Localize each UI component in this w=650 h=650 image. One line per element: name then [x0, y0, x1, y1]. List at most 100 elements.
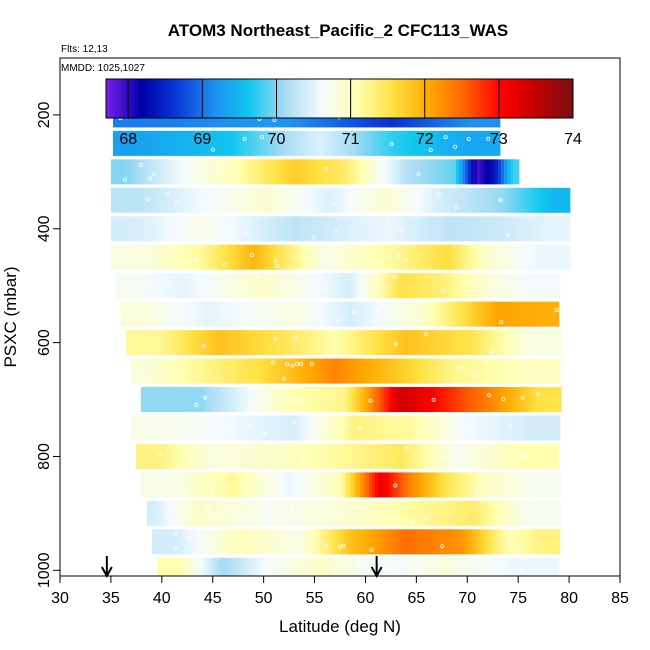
heatmap-cell — [174, 500, 178, 526]
heatmap-cell — [397, 557, 401, 576]
heatmap-cell — [555, 187, 559, 213]
heatmap-cell — [503, 415, 507, 441]
heatmap-cell — [182, 415, 186, 441]
heatmap-cell — [504, 330, 508, 356]
heatmap-cell — [465, 159, 469, 185]
heatmap-cell — [314, 529, 318, 555]
heatmap-cell — [216, 187, 220, 213]
heatmap-cell — [224, 358, 228, 384]
heatmap-cell — [434, 358, 438, 384]
heatmap-cell — [243, 387, 247, 413]
heatmap-cell — [557, 273, 561, 299]
heatmap-cell — [482, 273, 486, 299]
heatmap-cell — [310, 443, 314, 469]
heatmap-cell — [261, 187, 265, 213]
heatmap-cell — [235, 443, 239, 469]
heatmap-cell — [273, 187, 277, 213]
heatmap-cell — [296, 273, 300, 299]
heatmap-cell — [466, 443, 470, 469]
heatmap-cell — [437, 358, 441, 384]
heatmap-cell — [182, 358, 186, 384]
heatmap-cell — [517, 301, 521, 327]
heatmap-cell — [420, 330, 424, 356]
heatmap-cell — [419, 273, 423, 299]
heatmap-cell — [221, 273, 225, 299]
heatmap-cell — [461, 529, 465, 555]
heatmap-cell — [239, 130, 243, 156]
heatmap-cell — [350, 358, 354, 384]
heatmap-cell — [440, 273, 444, 299]
heatmap-cell — [212, 529, 216, 555]
heatmap-cell — [390, 216, 394, 242]
heatmap-cell — [138, 216, 142, 242]
heatmap-cell — [203, 273, 207, 299]
heatmap-cell — [169, 301, 173, 327]
heatmap-cell — [416, 273, 420, 299]
heatmap-cell — [488, 529, 492, 555]
heatmap-cell — [474, 330, 478, 356]
heatmap-cell — [447, 216, 451, 242]
heatmap-cell — [459, 216, 463, 242]
heatmap-cell — [483, 159, 487, 185]
heatmap-cell — [527, 358, 531, 384]
dates-text: MMDD: 1025,1027 — [61, 63, 145, 74]
heatmap-cell — [270, 187, 274, 213]
heatmap-cell — [143, 415, 147, 441]
heatmap-cell — [332, 130, 336, 156]
x-tick-label: 50 — [255, 590, 273, 607]
heatmap-cell — [246, 216, 250, 242]
sample-marker — [290, 363, 295, 368]
heatmap-cell — [282, 216, 286, 242]
heatmap-cell — [253, 301, 257, 327]
heatmap-cell — [342, 159, 346, 185]
heatmap-cell — [285, 187, 289, 213]
heatmap-cell — [309, 330, 313, 356]
heatmap-cell — [185, 358, 189, 384]
heatmap-cell — [363, 387, 367, 413]
heatmap-cell — [375, 159, 379, 185]
heatmap-cell — [171, 387, 175, 413]
heatmap-cell — [251, 415, 255, 441]
heatmap-cell — [537, 500, 541, 526]
heatmap-cell — [366, 159, 370, 185]
heatmap-cell — [519, 387, 523, 413]
heatmap-cell — [351, 244, 355, 270]
heatmap-cell — [450, 244, 454, 270]
heatmap-cell — [128, 130, 132, 156]
heatmap-cell — [473, 273, 477, 299]
heatmap-cell — [432, 500, 436, 526]
heatmap-cell — [423, 472, 427, 498]
heatmap-cell — [326, 529, 330, 555]
heatmap-cell — [303, 500, 307, 526]
heatmap-cell — [378, 244, 382, 270]
heatmap-cell — [489, 472, 493, 498]
heatmap-cell — [141, 387, 145, 413]
heatmap-cell — [502, 443, 506, 469]
heatmap-cell — [231, 500, 235, 526]
heatmap-cell — [202, 443, 206, 469]
sample-marker — [292, 420, 297, 425]
heatmap-cell — [173, 130, 177, 156]
sample-marker — [392, 275, 397, 280]
heatmap-cell — [131, 130, 135, 156]
heatmap-cell — [459, 330, 463, 356]
heatmap-cell — [390, 330, 394, 356]
heatmap-cell — [182, 529, 186, 555]
heatmap-cell — [165, 159, 169, 185]
heatmap-cell — [447, 330, 451, 356]
heatmap-cell — [282, 500, 286, 526]
heatmap-cell — [316, 557, 320, 576]
heatmap-cell — [354, 159, 358, 185]
heatmap-cell — [294, 472, 298, 498]
heatmap-cell — [539, 415, 543, 441]
heatmap-cell — [517, 443, 521, 469]
heatmap-cell — [551, 529, 555, 555]
heatmap-cell — [476, 358, 480, 384]
heatmap-cell — [159, 330, 163, 356]
heatmap-cell — [222, 244, 226, 270]
heatmap-cell — [336, 500, 340, 526]
heatmap-cell — [262, 443, 266, 469]
heatmap-cell — [285, 387, 289, 413]
heatmap-cell — [377, 415, 381, 441]
sample-marker — [264, 314, 269, 319]
